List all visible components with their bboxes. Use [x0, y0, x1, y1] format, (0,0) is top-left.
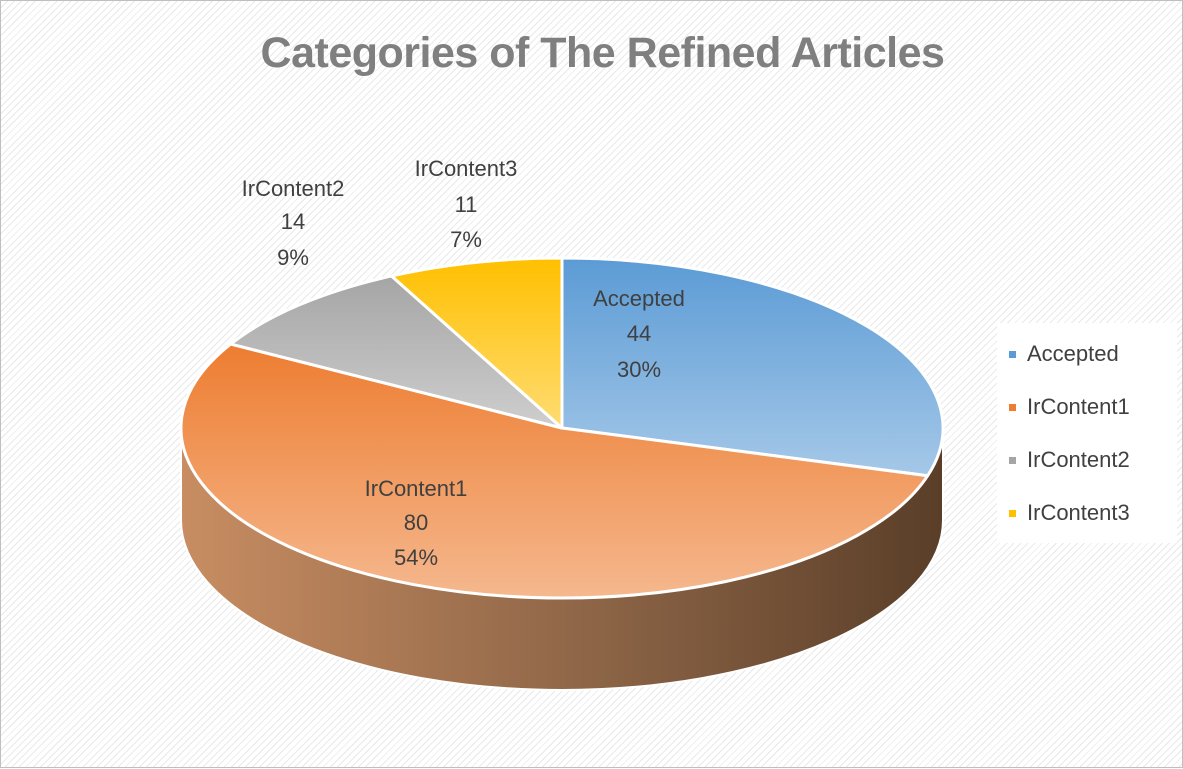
legend-item-accepted: Accepted [997, 327, 1177, 380]
legend-label-ircontent2: IrContent2 [1027, 447, 1130, 472]
data-label-accepted-percent: 30% [617, 357, 661, 382]
data-label-accepted-value: 44 [627, 321, 651, 346]
chart-title: Categories of The Refined Articles [260, 29, 945, 77]
data-label-ircontent2-category: IrContent2 [242, 176, 345, 201]
legend-label-ircontent3: IrContent3 [1027, 500, 1130, 525]
legend-item-ircontent1: IrContent1 [997, 380, 1177, 433]
pie-slice-ircontent1 [179, 342, 930, 600]
legend-label-accepted: Accepted [1027, 341, 1119, 366]
legend-swatch-ircontent3 [1009, 510, 1016, 517]
data-label-ircontent3-percent: 7% [450, 227, 482, 252]
data-label-ircontent1-category: IrContent1 [365, 476, 468, 501]
pie-slice-accepted [560, 256, 945, 478]
data-label-ircontent1-value: 80 [404, 510, 428, 535]
legend-swatch-ircontent2 [1009, 457, 1016, 464]
legend: Accepted IrContent1 IrContent2 IrContent… [997, 323, 1177, 543]
data-label-ircontent1-percent: 54% [394, 545, 438, 570]
data-label-ircontent2-percent: 9% [277, 245, 309, 270]
pie-labels: Accepted 44 30% IrContent1 80 54% IrContent2 14… [242, 156, 685, 570]
legend-item-ircontent3: IrContent3 [997, 486, 1177, 539]
data-label-ircontent3-category: IrContent3 [415, 156, 518, 181]
pie-slice-ircontent2 [229, 274, 564, 430]
data-label-accepted-category: Accepted [593, 286, 685, 311]
data-label-ircontent2-value: 14 [281, 209, 305, 234]
legend-label-ircontent1: IrContent1 [1027, 394, 1130, 419]
legend-swatch-ircontent1 [1009, 404, 1016, 411]
pie-slice-ircontent3 [390, 256, 564, 430]
pie-slices [179, 256, 945, 600]
data-label-ircontent3-value: 11 [455, 192, 478, 217]
legend-item-ircontent2: IrContent2 [997, 433, 1177, 486]
legend-swatch-accepted [1009, 351, 1016, 358]
